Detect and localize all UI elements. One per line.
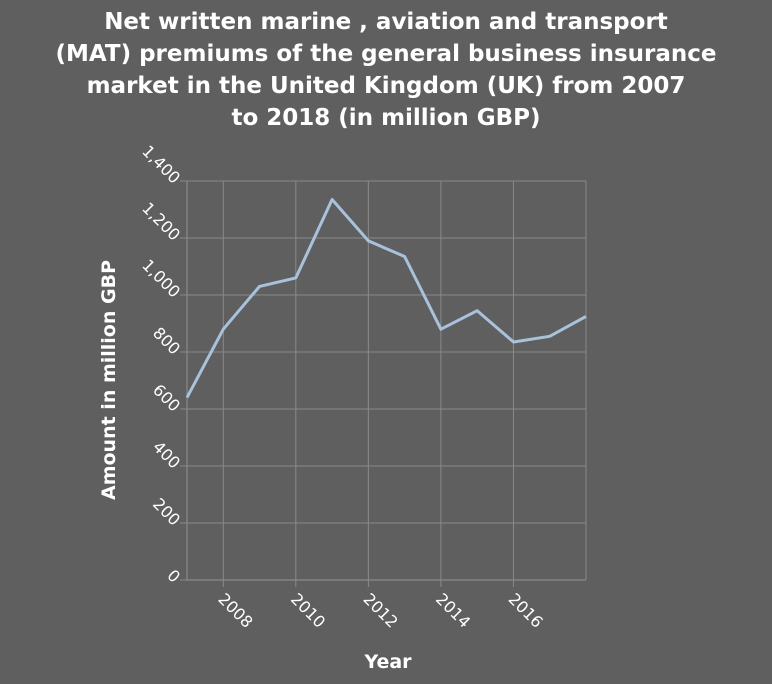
y-tick-label: 200 bbox=[149, 494, 184, 529]
x-tick-label: 2014 bbox=[432, 589, 474, 631]
series-line bbox=[185, 198, 587, 399]
y-tick-label: 400 bbox=[149, 437, 184, 472]
y-tick-label: 800 bbox=[149, 323, 184, 358]
axes bbox=[186, 181, 586, 581]
x-tick-label: 2012 bbox=[360, 589, 402, 631]
chart-title-line-3: market in the United Kingdom (UK) from 2… bbox=[86, 73, 686, 99]
x-axis-ticks: 2008 2010 2012 2014 2016 bbox=[214, 580, 547, 632]
x-tick-label: 2010 bbox=[287, 589, 329, 631]
y-tick-label: 600 bbox=[149, 380, 184, 415]
chart-title-line-1: Net written marine , aviation and transp… bbox=[104, 9, 668, 35]
x-tick-label: 2008 bbox=[214, 589, 256, 631]
chart-title-line-4: to 2018 (in million GBP) bbox=[231, 105, 541, 131]
y-axis-ticks: 0 200 400 600 800 1,000 1,200 1,400 bbox=[138, 142, 187, 587]
y-tick-label: 1,000 bbox=[138, 256, 184, 302]
x-axis-title: Year bbox=[363, 651, 412, 673]
y-tick-label: 1,200 bbox=[138, 199, 184, 245]
y-tick-label: 0 bbox=[163, 566, 184, 587]
y-tick-label: 1,400 bbox=[138, 142, 184, 188]
chart-title-line-2: (MAT) premiums of the general business i… bbox=[55, 41, 717, 67]
series bbox=[185, 198, 587, 399]
x-tick-label: 2016 bbox=[505, 589, 547, 631]
chart-title: Net written marine , aviation and transp… bbox=[0, 6, 772, 134]
y-axis-title: Amount in million GBP bbox=[98, 260, 120, 500]
grid bbox=[187, 180, 587, 580]
